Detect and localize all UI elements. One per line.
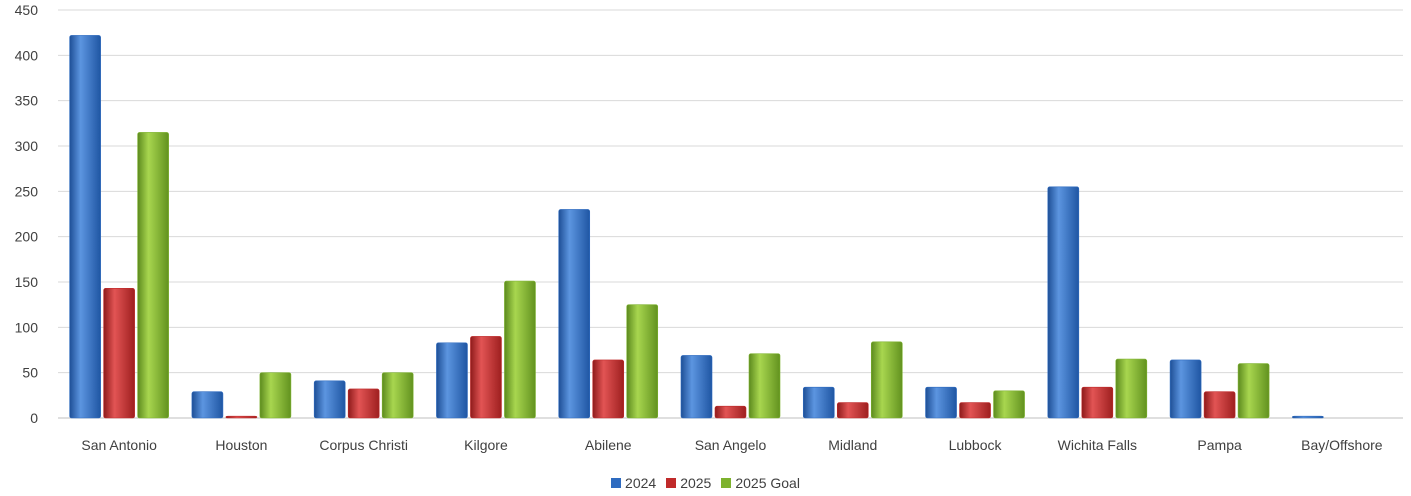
bar-2025-goal xyxy=(748,353,781,419)
x-tick-label: Houston xyxy=(215,437,267,453)
bar-2025 xyxy=(470,336,502,419)
x-tick-label: Pampa xyxy=(1197,437,1242,453)
y-tick-label: 0 xyxy=(30,410,38,426)
y-tick-label: 250 xyxy=(15,183,39,199)
bar-2025 xyxy=(592,359,625,419)
bar-2024 xyxy=(925,386,957,419)
legend-item: 2025 xyxy=(666,475,711,491)
y-tick-label: 450 xyxy=(15,2,39,18)
x-axis-ticks: San Antonio Houston Corpus Christi Kilgore A… xyxy=(81,437,1382,453)
x-tick-label: San Antonio xyxy=(81,437,157,453)
x-tick-label: Wichita Falls xyxy=(1058,437,1137,453)
x-tick-label: Kilgore xyxy=(464,437,508,453)
y-tick-label: 300 xyxy=(15,138,39,154)
x-tick-label: Corpus Christi xyxy=(319,437,408,453)
bar-2025-goal xyxy=(626,304,659,419)
legend-item: 2025 Goal xyxy=(721,475,800,491)
bar-2025 xyxy=(836,402,869,419)
bar-2024 xyxy=(1047,186,1080,419)
bar-2024 xyxy=(191,391,224,419)
y-axis-ticks: 0 50 100 150 200 250 300 350 400 450 xyxy=(15,2,39,426)
y-tick-label: 150 xyxy=(15,274,39,290)
grid-lines xyxy=(58,9,1403,419)
bar-2024 xyxy=(680,355,713,419)
bar-2025-goal xyxy=(381,372,414,419)
bar-2025-goal xyxy=(137,132,169,419)
y-tick-label: 350 xyxy=(15,93,39,109)
x-tick-label: Lubbock xyxy=(949,437,1003,453)
bar-2025 xyxy=(103,288,135,419)
bar-2025 xyxy=(225,415,258,419)
y-tick-label: 400 xyxy=(15,47,39,63)
bar-2024 xyxy=(69,35,101,419)
y-tick-label: 200 xyxy=(15,229,39,245)
bar-2025 xyxy=(714,405,747,419)
x-tick-label: Midland xyxy=(828,437,877,453)
bar-2024 xyxy=(1292,415,1324,419)
legend-swatch xyxy=(611,478,622,488)
bar-2024 xyxy=(436,342,468,419)
legend-item: 2024 xyxy=(611,475,656,491)
bar-2025-goal xyxy=(870,341,903,419)
x-tick-label: Bay/Offshore xyxy=(1301,437,1383,453)
bar-2024 xyxy=(313,380,346,419)
x-tick-label: San Angelo xyxy=(695,437,767,453)
chart-legend: 2024 2025 2025 Goal xyxy=(0,475,1411,491)
legend-label: 2025 Goal xyxy=(735,475,800,491)
bars xyxy=(69,35,1324,419)
y-tick-label: 50 xyxy=(22,365,38,381)
bar-2025 xyxy=(1081,386,1114,419)
bar-2025 xyxy=(959,402,991,419)
bar-2025-goal xyxy=(504,280,536,419)
legend-swatch xyxy=(721,478,732,488)
bar-chart: 0 50 100 150 200 250 300 350 400 450 San Antonio H… xyxy=(15,2,1403,453)
bar-2025-goal xyxy=(259,372,292,419)
bar-2025 xyxy=(1203,391,1236,419)
bar-2025-goal xyxy=(1237,363,1270,419)
legend-swatch xyxy=(666,478,677,488)
legend-label: 2025 xyxy=(680,475,712,491)
bar-2024 xyxy=(1169,359,1202,419)
legend-label: 2024 xyxy=(625,475,657,491)
bar-2025-goal xyxy=(993,390,1025,419)
bar-2025-goal xyxy=(1115,358,1148,419)
bar-2025 xyxy=(347,388,380,419)
bar-2024 xyxy=(802,386,835,419)
y-tick-label: 100 xyxy=(15,319,39,335)
bar-2024 xyxy=(558,209,591,419)
x-tick-label: Abilene xyxy=(585,437,632,453)
